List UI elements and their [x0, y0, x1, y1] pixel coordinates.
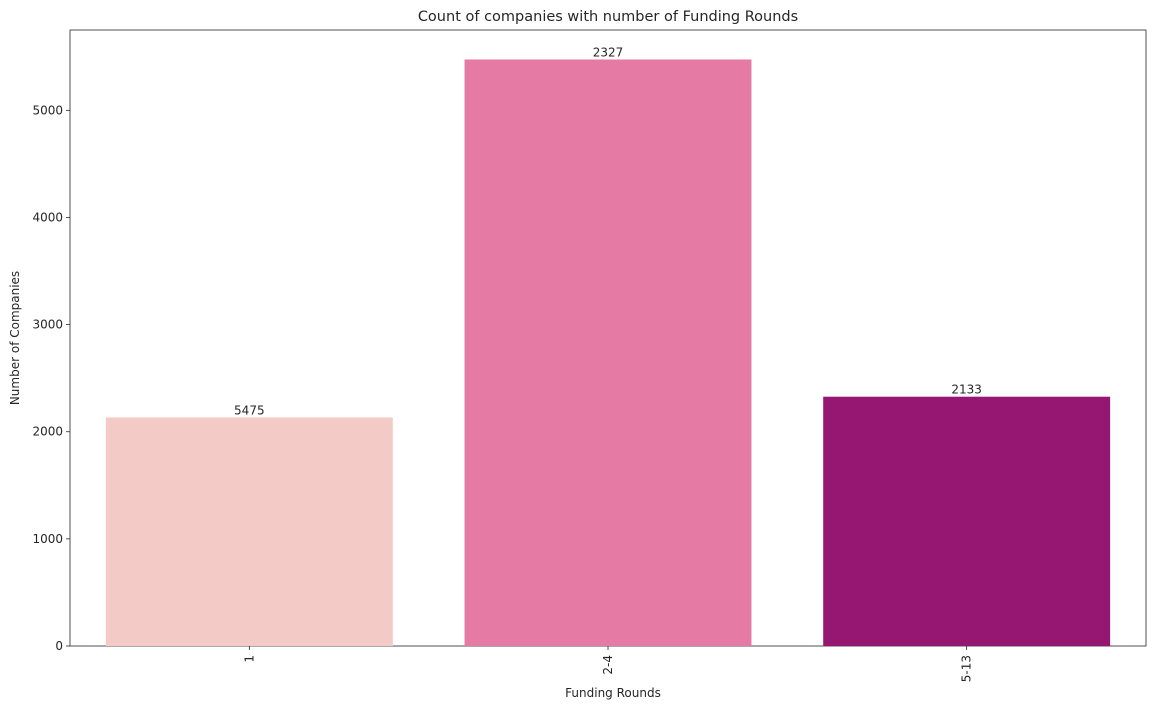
bar-5-13	[823, 396, 1111, 646]
x-tick-label: 1	[242, 655, 256, 663]
bar-value-label: 5475	[234, 403, 265, 417]
bar-2-4	[464, 59, 752, 646]
bar-value-label: 2133	[951, 383, 982, 397]
y-tick-label: 5000	[32, 103, 63, 117]
chart-title: Count of companies with number of Fundin…	[418, 9, 798, 25]
x-axis-ticks: 1 2-4 5-13	[242, 646, 974, 682]
y-tick-label: 4000	[32, 210, 63, 224]
x-axis-label: Funding Rounds	[565, 686, 661, 700]
y-axis-label: Number of Companies	[8, 271, 22, 405]
bar-value-label: 2327	[593, 45, 624, 59]
y-axis-ticks: 0 1000 2000 3000 4000 5000	[32, 103, 70, 653]
data-labels-layer: 5475 2327 2133	[234, 45, 982, 417]
x-tick-label: 2-4	[601, 655, 615, 675]
bar-1	[105, 417, 393, 646]
y-tick-label: 0	[55, 639, 63, 653]
bars-layer	[105, 59, 1111, 646]
x-tick-label: 5-13	[960, 655, 974, 682]
y-tick-label: 2000	[32, 425, 63, 439]
y-tick-label: 3000	[32, 318, 63, 332]
y-tick-label: 1000	[32, 532, 63, 546]
